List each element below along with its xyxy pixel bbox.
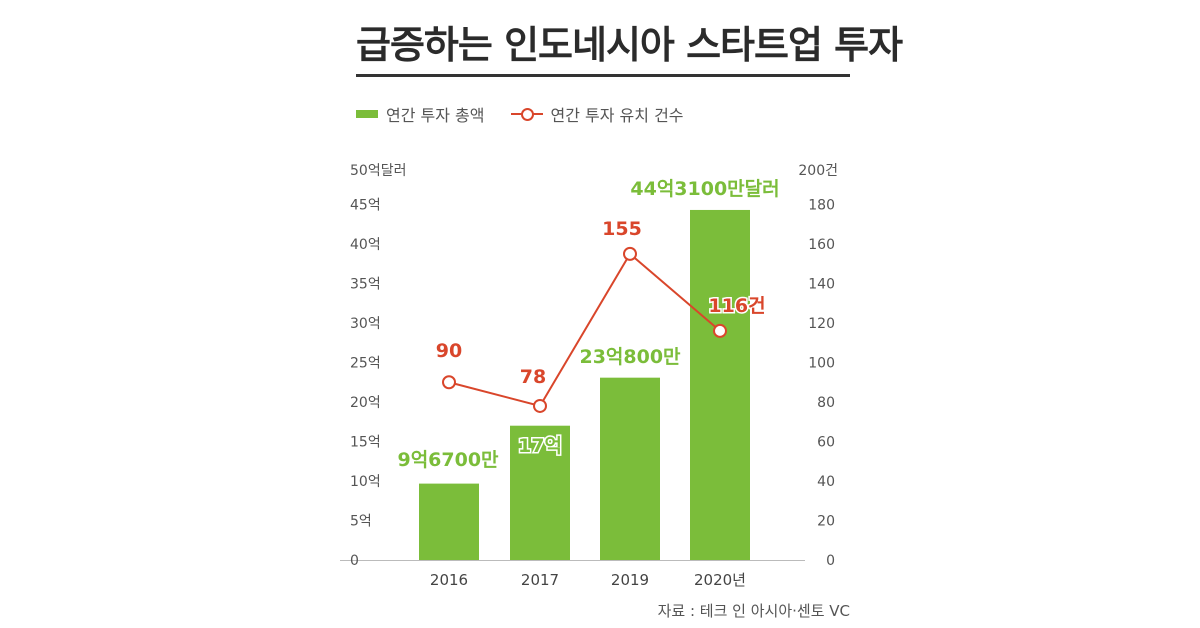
left-axis-tick-label: 10억 <box>350 474 381 490</box>
legend-bar-swatch <box>356 110 378 118</box>
bar <box>510 425 570 560</box>
bar-data-label: 9억6700만 <box>397 449 499 471</box>
chart-title: 급증하는 인도네시아 스타트업 투자 <box>356 23 903 67</box>
right-axis-tick-label: 140 <box>808 277 835 293</box>
left-axis-tick-label: 35억 <box>350 277 381 293</box>
left-axis-tick-label: 25억 <box>350 356 381 372</box>
right-axis-tick-label: 40 <box>817 474 835 490</box>
x-axis-tick-label: 2016 <box>430 571 468 589</box>
line-point <box>623 246 637 261</box>
legend: 연간 투자 총액 연간 투자 유치 건수 <box>356 102 684 126</box>
legend-line-swatch <box>510 107 543 121</box>
line-point <box>442 375 456 390</box>
right-axis-tick-label: 20 <box>817 514 835 530</box>
legend-bar-label: 연간 투자 총액 <box>386 106 485 125</box>
line-series <box>448 252 721 408</box>
left-axis-tick-label: 5억 <box>350 514 372 530</box>
line-data-label: 116건 <box>708 295 765 317</box>
bar-data-label: 44억3100만달러 <box>630 178 779 200</box>
right-axis-tick-label: 180 <box>808 198 835 214</box>
line-data-label: 78 <box>520 366 546 388</box>
x-axis-tick-label: 2020년 <box>694 571 746 589</box>
line-data-label: 90 <box>436 340 462 362</box>
title-divider <box>356 74 850 77</box>
right-axis-tick-label: 80 <box>817 395 835 411</box>
line-data-label: 155 <box>602 218 642 240</box>
x-axis-tick-label: 2017 <box>521 571 559 589</box>
left-axis-unit-label: 50억달러 <box>350 163 406 179</box>
left-axis-tick-label: 30억 <box>350 316 381 332</box>
source-note: 자료 : 테크 인 아시아·센토 VC <box>657 602 850 620</box>
left-axis-tick-label: 45억 <box>350 198 381 214</box>
bar-data-label: 17억 <box>518 435 562 457</box>
bar-data-label: 23억800만 <box>579 346 681 368</box>
legend-line-label: 연간 투자 유치 건수 <box>550 106 684 125</box>
left-axis-tick-label: 15억 <box>350 435 381 451</box>
right-axis-tick-label: 120 <box>808 316 835 332</box>
x-axis-tick-label: 2019 <box>611 571 649 589</box>
right-axis-unit-label: 200건 <box>798 163 838 179</box>
right-axis-tick-label: 100 <box>808 356 835 372</box>
left-axis-tick-label: 0 <box>350 553 359 569</box>
bar <box>419 483 479 560</box>
left-axis-tick-label: 40억 <box>350 237 381 253</box>
left-axis-tick-label: 20억 <box>350 395 381 411</box>
bar <box>600 377 660 560</box>
right-axis-tick-label: 0 <box>826 553 835 569</box>
bar <box>690 209 750 561</box>
line-point <box>713 323 727 338</box>
line-point <box>533 398 547 413</box>
right-axis-tick-label: 60 <box>817 435 835 451</box>
right-axis-tick-label: 160 <box>808 237 835 253</box>
